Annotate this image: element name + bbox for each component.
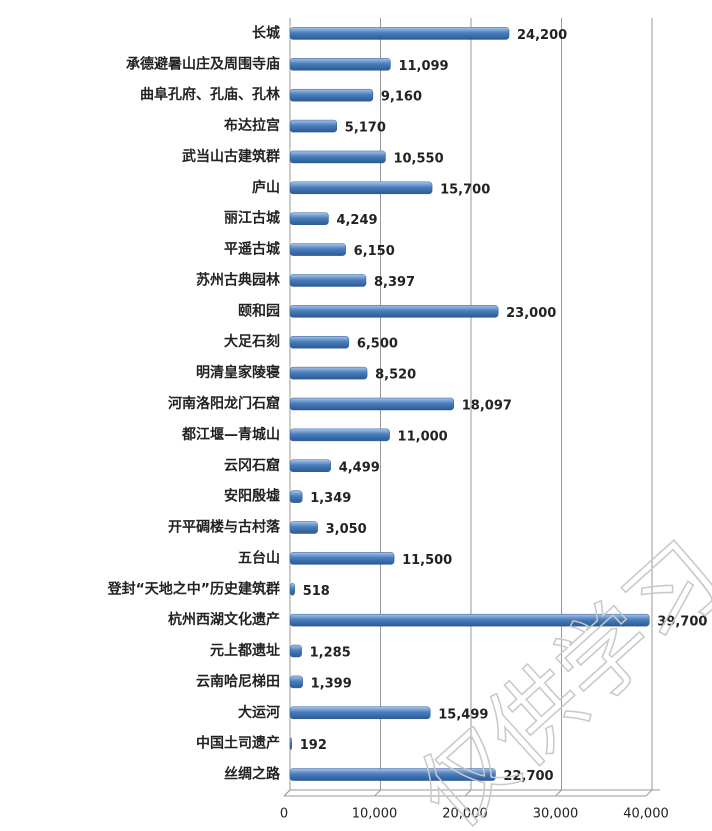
bar (289, 119, 338, 133)
category-label: 承德避暑山庄及周围寺庙 (126, 55, 280, 72)
bar (289, 613, 650, 627)
value-label: 4,249 (336, 213, 377, 228)
x-tick-label: 40,000 (623, 807, 669, 822)
category-label: 中国土司遗产 (196, 735, 280, 752)
category-label: 安阳殷墟 (224, 488, 280, 505)
value-label: 15,499 (438, 707, 488, 722)
value-label: 192 (300, 738, 327, 753)
bar (289, 552, 395, 565)
value-label: 11,500 (402, 553, 452, 568)
bar (289, 706, 431, 720)
value-label: 11,099 (398, 59, 448, 74)
category-label: 大运河 (238, 704, 280, 721)
category-label: 苏州古典园林 (196, 271, 280, 288)
bar (289, 335, 350, 349)
value-label: 22,700 (503, 769, 553, 784)
bar (289, 397, 455, 411)
category-label: 丝绸之路 (224, 766, 281, 783)
value-label: 23,000 (506, 306, 556, 321)
category-label: 布达拉宫 (224, 117, 280, 134)
tick-mark (283, 789, 291, 797)
value-label: 518 (303, 584, 330, 599)
category-label: 大足石刻 (224, 333, 280, 350)
category-label: 杭州西湖文化遗产 (168, 611, 280, 628)
bar (289, 243, 346, 256)
bar (289, 58, 391, 71)
bar (289, 305, 499, 318)
category-label: 曲阜孔府、孔庙、孔林 (140, 86, 280, 103)
bar (289, 768, 496, 781)
value-label: 9,160 (381, 90, 422, 105)
x-tick-label: 30,000 (533, 807, 579, 822)
category-label: 云冈石窟 (224, 457, 280, 474)
value-label: 1,399 (311, 676, 352, 691)
tick-mark (555, 789, 562, 797)
tick-mark (374, 789, 381, 797)
bar (289, 27, 510, 40)
value-label: 5,170 (345, 121, 386, 136)
category-label: 长城 (252, 24, 280, 41)
value-label: 15,700 (440, 182, 490, 197)
bar (289, 366, 368, 380)
value-label: 1,349 (310, 491, 351, 506)
value-label: 8,397 (374, 275, 415, 290)
category-label: 平遥古城 (224, 241, 280, 258)
bar (289, 737, 292, 750)
bar (289, 675, 303, 689)
tick-mark (464, 789, 472, 797)
category-label: 武当山古建筑群 (182, 148, 280, 165)
category-label: 明清皇家陵寝 (196, 364, 280, 381)
bar (289, 428, 390, 442)
category-label: 都江堰—青城山 (181, 426, 280, 443)
bar (289, 150, 386, 164)
value-label: 6,500 (357, 337, 398, 352)
category-label: 开平碉楼与古村落 (168, 519, 281, 536)
category-label: 元上都遗址 (210, 642, 280, 659)
bar (289, 459, 331, 473)
bar (289, 644, 302, 658)
value-label: 11,000 (398, 429, 448, 444)
bar (289, 521, 318, 534)
category-label: 庐山 (252, 179, 280, 196)
value-label: 1,285 (310, 646, 351, 661)
value-label: 24,200 (517, 28, 567, 43)
category-label: 登封“天地之中”历史建筑群 (107, 580, 280, 597)
value-label: 8,520 (375, 368, 416, 383)
value-label: 6,150 (354, 244, 395, 259)
bar (289, 274, 367, 287)
category-label: 云南哈尼梯田 (196, 673, 280, 690)
bar (289, 490, 303, 503)
bar (289, 212, 329, 225)
bar (289, 88, 374, 102)
tick-mark (645, 789, 653, 797)
x-tick-label: 20,000 (442, 807, 488, 822)
x-tick-label: 0 (280, 807, 288, 822)
category-label: 丽江古城 (224, 210, 280, 227)
bar (289, 583, 295, 596)
category-label: 五台山 (238, 549, 280, 566)
value-label: 3,050 (326, 522, 367, 537)
value-label: 18,097 (462, 399, 512, 414)
bar (289, 181, 433, 195)
category-label: 颐和园 (238, 303, 280, 319)
category-label: 河南洛阳龙门石窟 (168, 395, 280, 412)
x-tick-label: 10,000 (352, 807, 398, 822)
watermark: 仅供学习 (398, 523, 712, 827)
value-label: 4,499 (339, 460, 380, 475)
value-label: 10,550 (393, 151, 443, 166)
value-label: 39,700 (657, 615, 707, 630)
